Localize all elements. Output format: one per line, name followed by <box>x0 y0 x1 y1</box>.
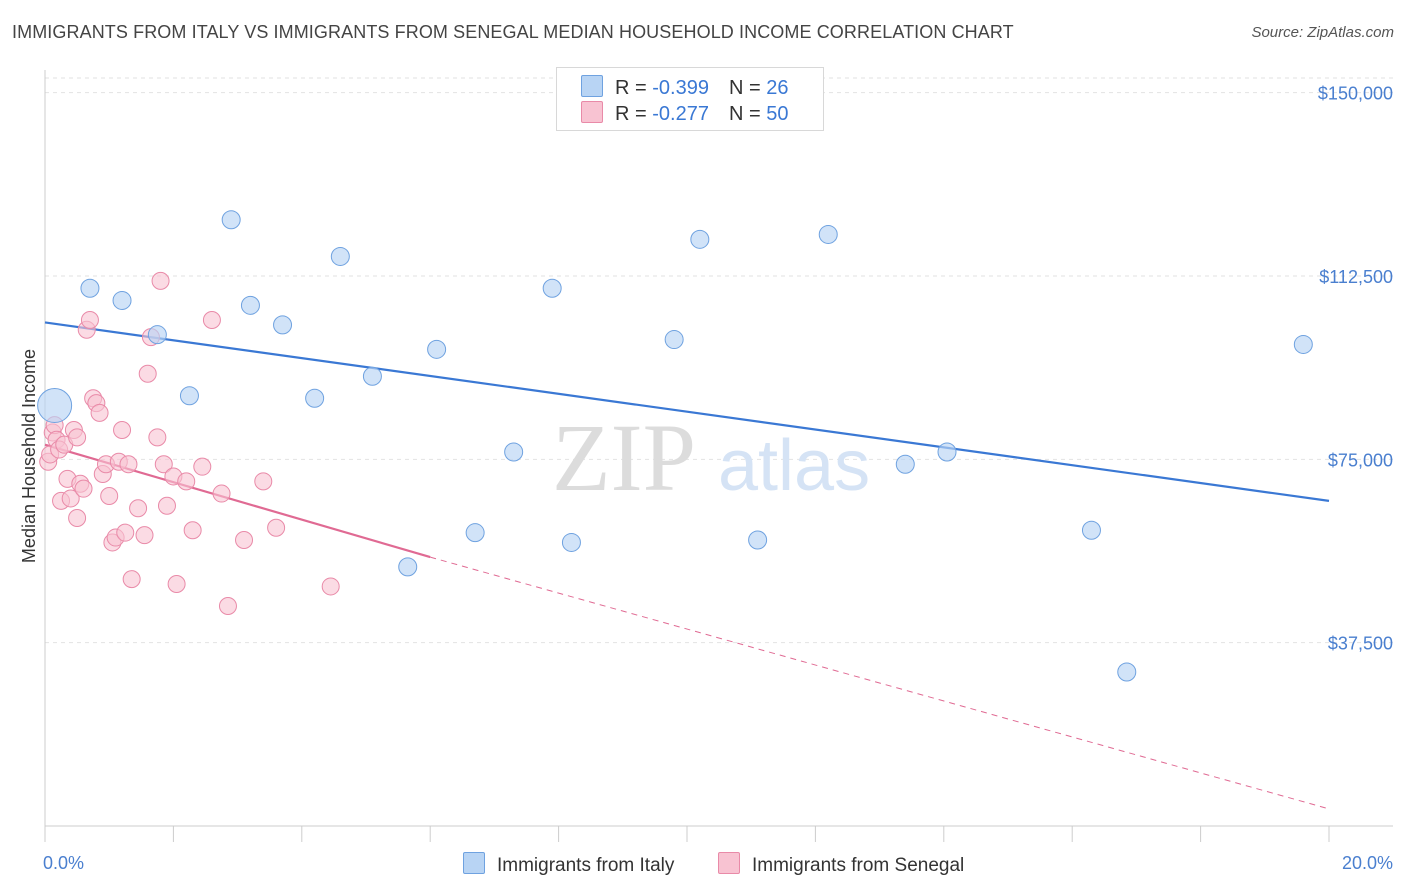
italy-point <box>147 325 167 345</box>
watermark: ZIP atlas <box>552 404 870 511</box>
italy-n-value: 26 <box>766 77 789 99</box>
italy-point <box>504 442 524 462</box>
italy-point <box>690 229 710 249</box>
italy-point <box>748 530 768 550</box>
legend-item-italy: Immigrants from Italy <box>463 852 674 877</box>
senegal-r-value: -0.277 <box>652 103 709 125</box>
italy-trend-line <box>44 321 1330 502</box>
senegal-point <box>151 271 170 290</box>
italy-point <box>362 366 382 386</box>
y-tick-label: $37,500 <box>1328 634 1393 654</box>
senegal-point <box>138 364 157 383</box>
senegal-point <box>119 455 138 474</box>
y-tick-label: $150,000 <box>1318 84 1393 104</box>
italy-point <box>398 557 418 577</box>
grid-lines <box>45 77 1393 644</box>
senegal-point <box>154 455 173 474</box>
legend-row-italy: R = -0.399 N = 26 <box>581 75 788 101</box>
italy-point <box>1081 520 1101 540</box>
x-tick-label: 0.0% <box>43 853 84 873</box>
source-label: Source: ZipAtlas.com <box>1251 24 1394 41</box>
senegal-point <box>267 518 286 537</box>
senegal-point <box>148 428 167 447</box>
italy-point <box>1117 662 1137 682</box>
x-tick-label: 20.0% <box>1342 853 1393 873</box>
senegal-point <box>321 577 340 596</box>
italy-r-label: R = <box>615 77 653 99</box>
senegal-point <box>113 421 132 439</box>
y-tick-label: $75,000 <box>1328 450 1393 470</box>
chart-title: IMMIGRANTS FROM ITALY VS IMMIGRANTS FROM… <box>12 22 1014 42</box>
italy-point <box>221 210 241 230</box>
italy-point <box>179 386 199 406</box>
senegal-n-label: N = <box>728 103 767 125</box>
senegal-trend-extension <box>430 556 1330 810</box>
senegal-point <box>100 487 119 505</box>
legend-senegal-swatch <box>718 852 740 874</box>
senegal-point <box>68 509 87 527</box>
senegal-point <box>254 472 273 491</box>
senegal-swatch <box>581 101 603 123</box>
senegal-point <box>74 479 93 498</box>
italy-point <box>112 290 132 310</box>
senegal-point <box>235 531 254 549</box>
y-tick-label: $112,500 <box>1319 267 1393 287</box>
italy-point <box>465 523 485 543</box>
senegal-point <box>193 457 212 476</box>
senegal-point <box>177 472 196 491</box>
y-axis-label: Median Household Income <box>19 349 39 563</box>
senegal-n-value: 50 <box>766 103 789 125</box>
senegal-point <box>135 526 154 545</box>
senegal-point <box>116 523 135 542</box>
senegal-point <box>90 403 109 422</box>
senegal-point <box>218 597 237 615</box>
senegal-point <box>167 575 186 593</box>
italy-point <box>80 278 100 298</box>
senegal-point <box>80 311 99 329</box>
watermark-zip: ZIP <box>552 404 696 511</box>
italy-point <box>427 339 447 359</box>
y-tick-labels: $37,500 $75,000 $112,500 $150,000 <box>1318 84 1393 654</box>
legend-item-senegal: Immigrants from Senegal <box>718 852 964 877</box>
senegal-point <box>183 521 202 540</box>
senegal-point <box>202 311 221 329</box>
senegal-point <box>129 499 148 518</box>
italy-point <box>561 532 581 552</box>
italy-n-label: N = <box>728 77 767 99</box>
italy-point <box>542 278 562 298</box>
correlation-legend: R = -0.399 N = 26 R = -0.277 N = 50 <box>556 67 824 131</box>
trend-lines <box>44 321 1330 810</box>
italy-point <box>1293 334 1313 354</box>
italy-r-value: -0.399 <box>652 77 709 99</box>
italy-point <box>664 330 684 350</box>
senegal-point <box>122 570 141 589</box>
italy-point <box>895 454 915 474</box>
italy-point <box>330 246 350 266</box>
italy-swatch <box>581 75 603 97</box>
senegal-point <box>68 428 87 447</box>
italy-point <box>240 295 260 315</box>
senegal-point <box>157 496 176 515</box>
senegal-r-label: R = <box>615 103 653 125</box>
italy-point <box>818 224 838 244</box>
senegal-point <box>212 484 231 503</box>
italy-points <box>37 210 1313 682</box>
legend-senegal-label: Immigrants from Senegal <box>752 855 965 876</box>
x-tick-labels: 0.0% 20.0% <box>43 853 1393 873</box>
italy-point <box>37 388 73 424</box>
italy-point <box>273 315 293 335</box>
legend-italy-label: Immigrants from Italy <box>497 855 675 876</box>
watermark-atlas: atlas <box>718 426 870 506</box>
italy-point <box>937 442 957 462</box>
senegal-point <box>61 489 80 508</box>
legend-italy-swatch <box>463 852 485 874</box>
senegal-points <box>39 271 340 615</box>
legend-row-senegal: R = -0.277 N = 50 <box>581 101 788 127</box>
italy-point <box>305 388 325 408</box>
